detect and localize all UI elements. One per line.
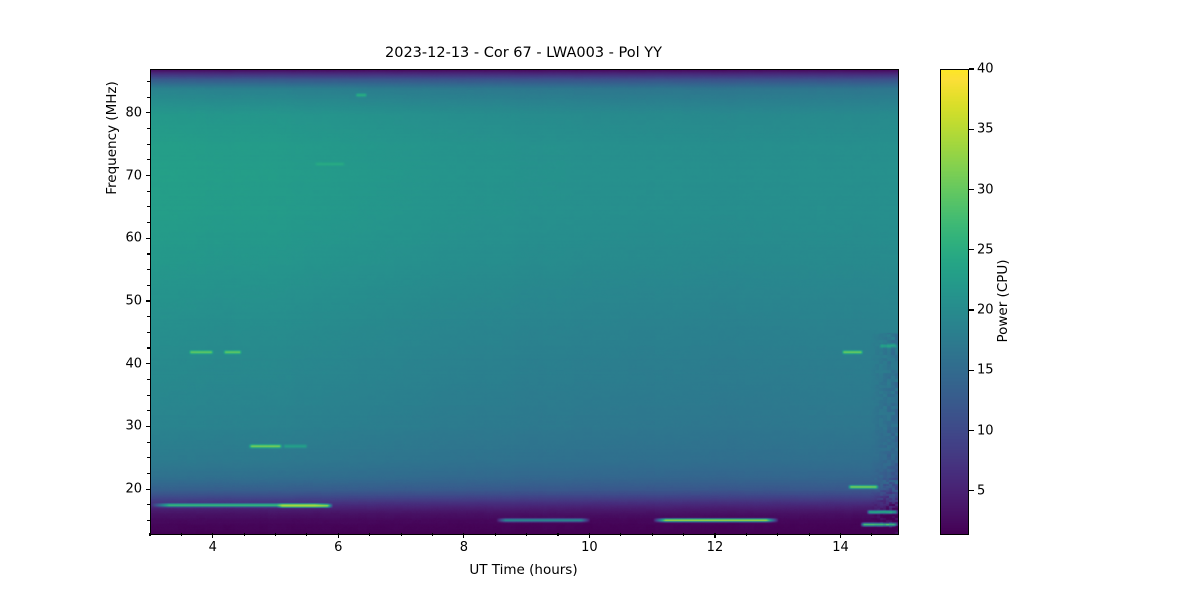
y-tick-minor [147,206,150,208]
x-axis-label: UT Time (hours) [469,562,578,578]
y-tick-label: 60 [125,230,142,246]
spectrogram-image [151,70,898,534]
y-tick-major [145,237,150,239]
colorbar-tick [969,490,974,492]
y-tick-minor [147,96,150,98]
colorbar[interactable] [940,69,969,535]
x-tick-label: 6 [334,540,343,555]
y-tick-minor [147,269,150,271]
y-tick-minor [147,394,150,396]
colorbar-tick-label: 15 [977,362,994,378]
colorbar-tick [969,369,974,371]
y-tick-label: 40 [125,356,142,372]
y-tick-minor [147,222,150,224]
y-tick-label: 70 [125,168,142,184]
y-axis-label-wrapper: Frequency (MHz) [104,69,124,533]
x-tick-label: 14 [832,540,849,555]
colorbar-tick [969,309,974,311]
y-tick-minor [147,80,150,83]
y-tick-minor [147,128,150,130]
y-tick-minor [147,410,150,412]
colorbar-tick [969,128,974,130]
colorbar-tick [969,429,974,432]
y-tick-minor [147,519,150,521]
y-tick-minor [147,472,150,474]
y-tick-minor [147,143,150,145]
y-tick-minor [147,159,150,161]
y-tick-major [145,174,150,177]
y-tick-minor [147,441,150,443]
y-tick-minor [147,253,150,255]
colorbar-tick-label: 20 [977,302,994,318]
y-tick-major [145,363,150,365]
colorbar-tick-label: 35 [977,121,994,137]
x-tick-label: 4 [208,540,217,555]
y-tick-label: 50 [125,293,142,309]
colorbar-label-wrapper: Power (CPU) [995,69,1015,533]
y-tick-minor [147,378,150,380]
y-tick-major [145,425,150,427]
colorbar-tick-label: 25 [977,242,994,258]
y-tick-label: 20 [125,481,142,497]
plot-title: 2023-12-13 - Cor 67 - LWA003 - Pol YY [385,45,662,61]
y-tick-major [145,488,150,490]
y-tick-label: 30 [125,418,142,434]
colorbar-tick-label: 40 [977,61,994,77]
colorbar-label: Power (CPU) [995,259,1011,343]
x-tick-label: 10 [581,540,598,555]
colorbar-tick [969,249,974,251]
colorbar-tick-label: 5 [977,483,986,499]
colorbar-tick [969,188,974,191]
y-tick-minor [147,347,150,349]
x-tick-label: 8 [459,540,468,555]
spectrogram-axes[interactable] [150,69,899,535]
colorbar-ticks: 5 10 15 20 25 30 35 40 [940,62,994,533]
y-tick-minor [147,190,150,192]
y-tick-minor [147,457,150,459]
y-tick-major [145,300,150,302]
y-axis-label: Frequency (MHz) [104,81,120,195]
colorbar-tick [969,68,974,70]
colorbar-tick-label: 10 [977,423,994,439]
y-tick-minor [147,284,150,286]
x-tick-label: 12 [706,540,724,555]
y-tick-minor [147,504,150,506]
y-tick-major [145,112,150,114]
x-axis-tick-labels: 4 6 8 10 12 14 [150,533,897,563]
colorbar-gradient [941,70,968,534]
y-tick-minor [147,331,150,333]
y-tick-label: 80 [125,105,142,121]
y-tick-minor [147,316,150,318]
colorbar-tick-label: 30 [977,182,994,198]
